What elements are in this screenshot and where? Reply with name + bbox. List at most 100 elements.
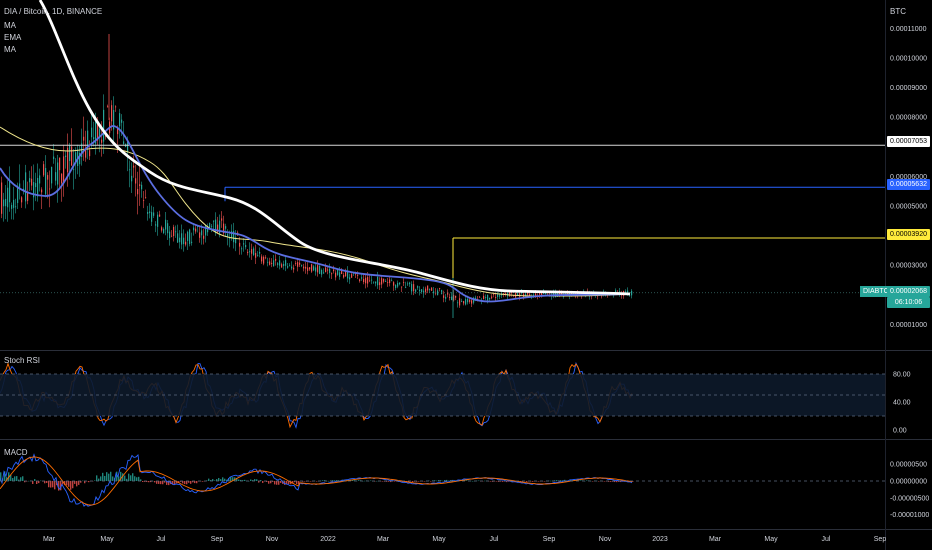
time-axis-label[interactable]: Jul xyxy=(490,536,499,543)
candle-body xyxy=(311,264,313,272)
candle-body xyxy=(313,266,315,271)
time-axis-label[interactable]: Mar xyxy=(709,536,722,543)
candle-body xyxy=(323,272,325,274)
price-axis-label: 0.00005000 xyxy=(890,204,927,211)
macd-histogram-bar xyxy=(136,477,138,481)
macd-histogram-bar xyxy=(84,481,86,484)
candle-body xyxy=(33,182,35,198)
candle-body xyxy=(489,297,491,300)
macd-histogram-bar xyxy=(156,481,158,484)
time-axis-label[interactable]: Jul xyxy=(157,536,166,543)
price-axis-label: 0.00011000 xyxy=(890,26,927,33)
candle-body xyxy=(631,290,633,296)
time-axis-label[interactable]: May xyxy=(100,536,114,543)
candle-body xyxy=(425,288,427,292)
candle-body xyxy=(159,214,161,217)
macd-title[interactable]: MACD xyxy=(4,448,28,457)
macd-histogram-bar xyxy=(556,480,558,481)
candle-body xyxy=(299,262,301,265)
macd-histogram-bar xyxy=(538,481,540,482)
candle-body xyxy=(51,166,53,184)
macd-histogram-bar xyxy=(334,480,336,481)
candle-body xyxy=(297,262,299,267)
time-axis-label[interactable]: Sep xyxy=(874,536,887,543)
macd-histogram-bar xyxy=(74,481,76,484)
candle-body xyxy=(379,282,381,286)
candle-body xyxy=(341,270,343,275)
macd-histogram-bar xyxy=(464,479,466,481)
time-axis-label[interactable]: 2022 xyxy=(320,536,336,543)
macd-histogram-bar xyxy=(236,478,238,481)
candle-body xyxy=(409,282,411,285)
candle-body xyxy=(377,277,379,286)
time-axis-label[interactable]: Jul xyxy=(822,536,831,543)
currency-label: BTC xyxy=(890,7,906,16)
time-axis-label[interactable]: Nov xyxy=(266,536,279,543)
stoch-rsi-title[interactable]: Stoch RSI xyxy=(4,356,41,365)
yellow-ma-line[interactable] xyxy=(0,126,631,297)
macd-histogram-bar xyxy=(620,481,622,483)
indicator-ma2-label[interactable]: MA xyxy=(4,45,16,54)
macd-histogram-bar xyxy=(448,480,450,482)
candle-body xyxy=(283,263,285,266)
macd-histogram-bar xyxy=(44,481,46,484)
macd-histogram-bar xyxy=(60,481,62,491)
candles-layer xyxy=(0,34,634,491)
macd-signal-line[interactable] xyxy=(0,456,633,506)
candle-body xyxy=(269,261,271,265)
macd-histogram-bar xyxy=(134,476,136,481)
macd-histogram-bar xyxy=(324,480,326,481)
time-axis-label[interactable]: 2023 xyxy=(652,536,668,543)
time-axis-label[interactable]: Mar xyxy=(43,536,56,543)
macd-histogram-bar xyxy=(496,481,498,482)
candle-body xyxy=(97,122,99,141)
blue-ema-line[interactable] xyxy=(0,125,631,303)
macd-line[interactable] xyxy=(0,453,633,507)
candle-body xyxy=(329,268,331,273)
macd-histogram-bar xyxy=(182,481,184,484)
macd-histogram-bar xyxy=(418,481,420,482)
time-axis-label[interactable]: May xyxy=(432,536,446,543)
candle-body xyxy=(83,136,85,141)
time-axis-label[interactable]: Nov xyxy=(599,536,612,543)
indicator-ma-label[interactable]: MA xyxy=(4,21,16,30)
macd-histogram-bar xyxy=(56,481,58,486)
macd-histogram-bar xyxy=(82,480,84,482)
candle-body xyxy=(103,109,105,142)
macd-histogram-bar xyxy=(390,481,392,483)
candle-body xyxy=(221,218,223,221)
candle-body xyxy=(191,241,193,243)
macd-histogram-bar xyxy=(8,472,10,481)
macd-histogram-bar xyxy=(632,481,634,482)
candle-body xyxy=(355,273,357,275)
candle-body xyxy=(307,267,309,271)
time-axis-label[interactable]: Sep xyxy=(543,536,556,543)
candle-body xyxy=(465,299,467,305)
white-ma-line[interactable] xyxy=(38,0,631,296)
macd-histogram-bar xyxy=(50,481,52,488)
indicator-ema-label[interactable]: EMA xyxy=(4,33,22,42)
macd-histogram-bar xyxy=(94,480,96,481)
macd-axis-label: 0.00000000 xyxy=(890,479,927,486)
macd-histogram-bar xyxy=(174,481,176,485)
candle-body xyxy=(141,184,143,190)
time-axis-label[interactable]: Sep xyxy=(211,536,224,543)
macd-histogram-bar xyxy=(58,481,60,491)
time-axis-label[interactable]: Mar xyxy=(377,536,390,543)
macd-histogram-bar xyxy=(282,481,284,484)
time-axis-label[interactable]: May xyxy=(764,536,778,543)
candle-body xyxy=(23,188,25,191)
candle-body xyxy=(517,293,519,296)
macd-histogram-bar xyxy=(10,474,12,481)
candle-body xyxy=(213,220,215,222)
macd-histogram-bar xyxy=(508,481,510,482)
candle-body xyxy=(457,302,459,304)
symbol-title[interactable]: DIA / Bitcoin, 1D, BINANCE xyxy=(4,7,103,16)
macd-histogram-bar xyxy=(226,479,228,481)
candle-body xyxy=(273,260,275,267)
candle-body xyxy=(369,280,371,282)
macd-histogram-bar xyxy=(104,475,106,481)
macd-histogram-bar xyxy=(388,481,390,482)
